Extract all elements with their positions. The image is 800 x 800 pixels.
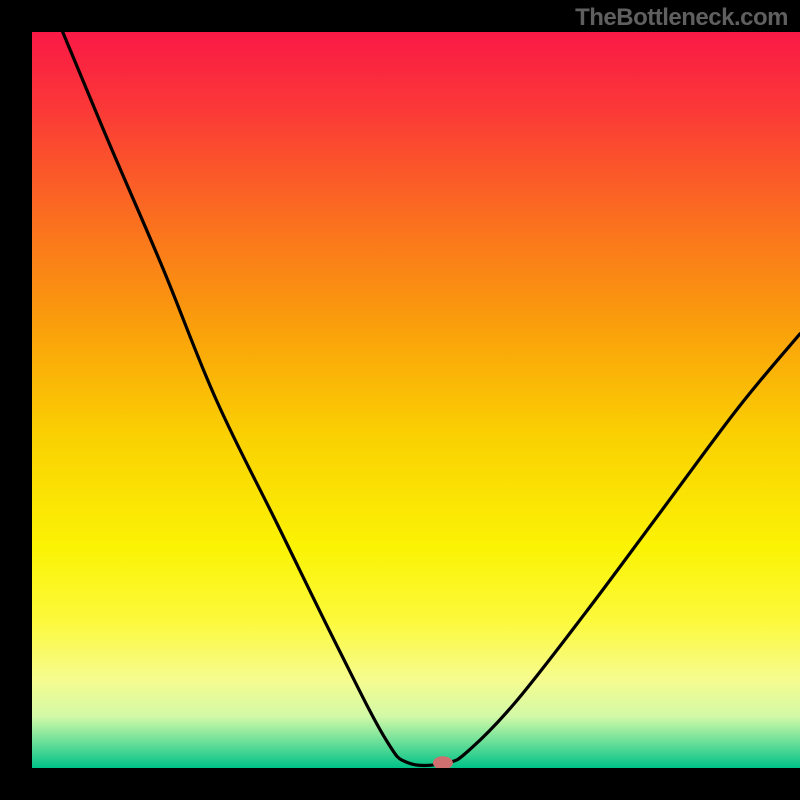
plot-svg [32, 32, 800, 768]
plot-background [32, 32, 800, 768]
plot-frame [32, 32, 800, 768]
watermark-text: TheBottleneck.com [575, 4, 788, 32]
